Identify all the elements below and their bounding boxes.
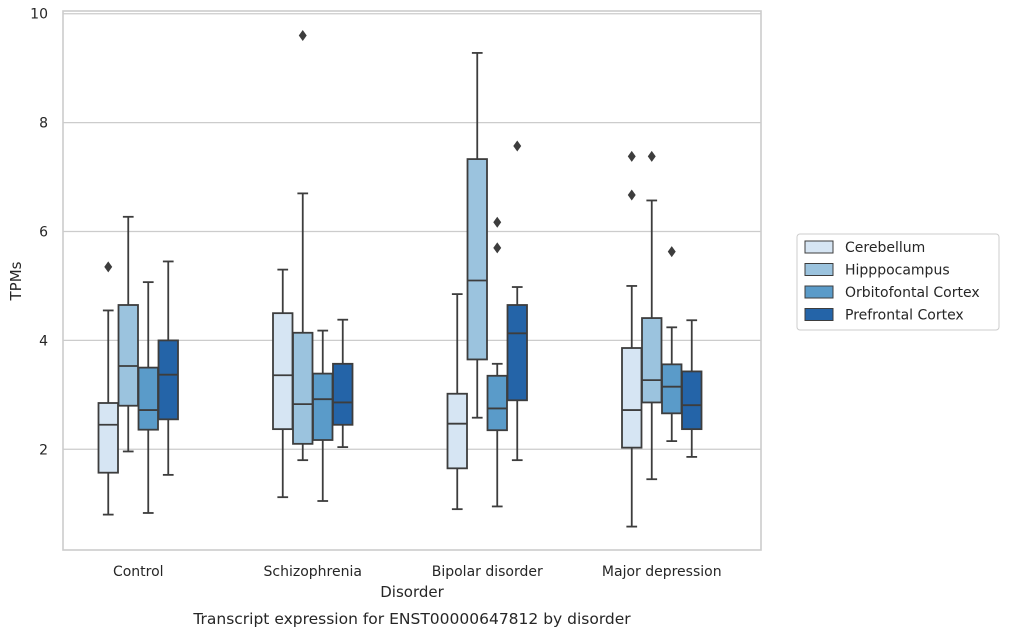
- outlier-point: [513, 140, 522, 152]
- box-cerebellum-3: [621, 150, 643, 528]
- x-tick-label: Major depression: [602, 564, 722, 580]
- legend: Cerebellum Hipppocampus Orbitofontal Corte…: [796, 233, 1000, 331]
- box-iqr: [661, 363, 683, 415]
- legend-item: Orbitofontal Cortex: [804, 285, 980, 301]
- legend-swatch: [804, 285, 834, 299]
- legend-item: Hipppocampus: [804, 263, 950, 279]
- y-tick-label: 10: [30, 7, 48, 23]
- box-orbitofontal-cortex-2: [486, 216, 508, 508]
- legend-swatch: [804, 308, 834, 321]
- box-prefrontal-cortex-0: [157, 260, 179, 476]
- y-tick-label: 4: [39, 333, 48, 349]
- box-iqr: [621, 347, 643, 449]
- box-iqr: [332, 362, 354, 426]
- y-tick-label: 2: [39, 442, 48, 458]
- box-hipppocampus-2: [466, 52, 488, 419]
- y-tick-labels: 2 4 6 8 10: [30, 7, 48, 459]
- outlier-point: [104, 261, 113, 273]
- box-hipppocampus-3: [641, 150, 663, 481]
- box-cerebellum-1: [272, 268, 294, 499]
- legend-swatch: [804, 240, 834, 254]
- boxes: [97, 29, 703, 528]
- box-hipppocampus-1: [292, 29, 314, 462]
- x-axis-label: Disorder: [380, 583, 444, 601]
- legend-item: Cerebellum: [804, 240, 925, 256]
- box-iqr: [312, 372, 334, 441]
- box-iqr: [292, 331, 314, 445]
- y-tick-label: 8: [39, 116, 48, 132]
- box-iqr: [272, 312, 294, 431]
- x-tick-label: Control: [113, 564, 164, 580]
- legend-label: Prefrontal Cortex: [845, 308, 964, 324]
- box-iqr: [506, 304, 528, 402]
- x-tick-label: Schizophrenia: [264, 564, 362, 580]
- box-iqr: [486, 374, 508, 432]
- box-iqr: [446, 392, 468, 470]
- legend-label: Cerebellum: [845, 240, 925, 256]
- outlier-point: [627, 189, 636, 201]
- box-cerebellum-2: [446, 293, 468, 511]
- box-iqr: [157, 339, 179, 421]
- box-iqr: [97, 402, 119, 474]
- box-iqr: [137, 366, 159, 431]
- outlier-point: [493, 242, 502, 254]
- box-iqr: [681, 370, 703, 431]
- outlier-point: [298, 29, 307, 42]
- y-tick-label: 6: [39, 225, 48, 241]
- box-orbitofontal-cortex-3: [661, 246, 683, 443]
- box-orbitofontal-cortex-0: [137, 281, 159, 514]
- outlier-point: [667, 246, 676, 258]
- outlier-point: [647, 150, 656, 162]
- box-prefrontal-cortex-2: [506, 140, 528, 462]
- box-iqr: [117, 304, 139, 407]
- outlier-point: [627, 150, 636, 162]
- plot-area-frame: [62, 10, 762, 551]
- x-tick-labels: Control Schizophrenia Bipolar disorder Majo…: [113, 564, 722, 580]
- x-tick-label: Bipolar disorder: [432, 564, 543, 580]
- legend-swatch: [804, 263, 834, 276]
- legend-label: Orbitofontal Cortex: [845, 285, 980, 301]
- box-iqr: [641, 317, 663, 404]
- legend-item: Prefrontal Cortex: [804, 308, 964, 324]
- box-prefrontal-cortex-3: [681, 319, 703, 458]
- box-cerebellum-0: [97, 261, 119, 516]
- outlier-point: [493, 216, 502, 228]
- chart-caption: Transcript expression for ENST0000064781…: [192, 610, 631, 628]
- box-orbitofontal-cortex-1: [312, 329, 334, 502]
- box-prefrontal-cortex-1: [332, 318, 354, 449]
- box-iqr: [466, 158, 488, 361]
- legend-label: Hipppocampus: [845, 263, 950, 279]
- legend-frame: [796, 233, 1000, 331]
- box-hipppocampus-0: [117, 215, 139, 453]
- y-axis-label: TPMs: [7, 261, 25, 301]
